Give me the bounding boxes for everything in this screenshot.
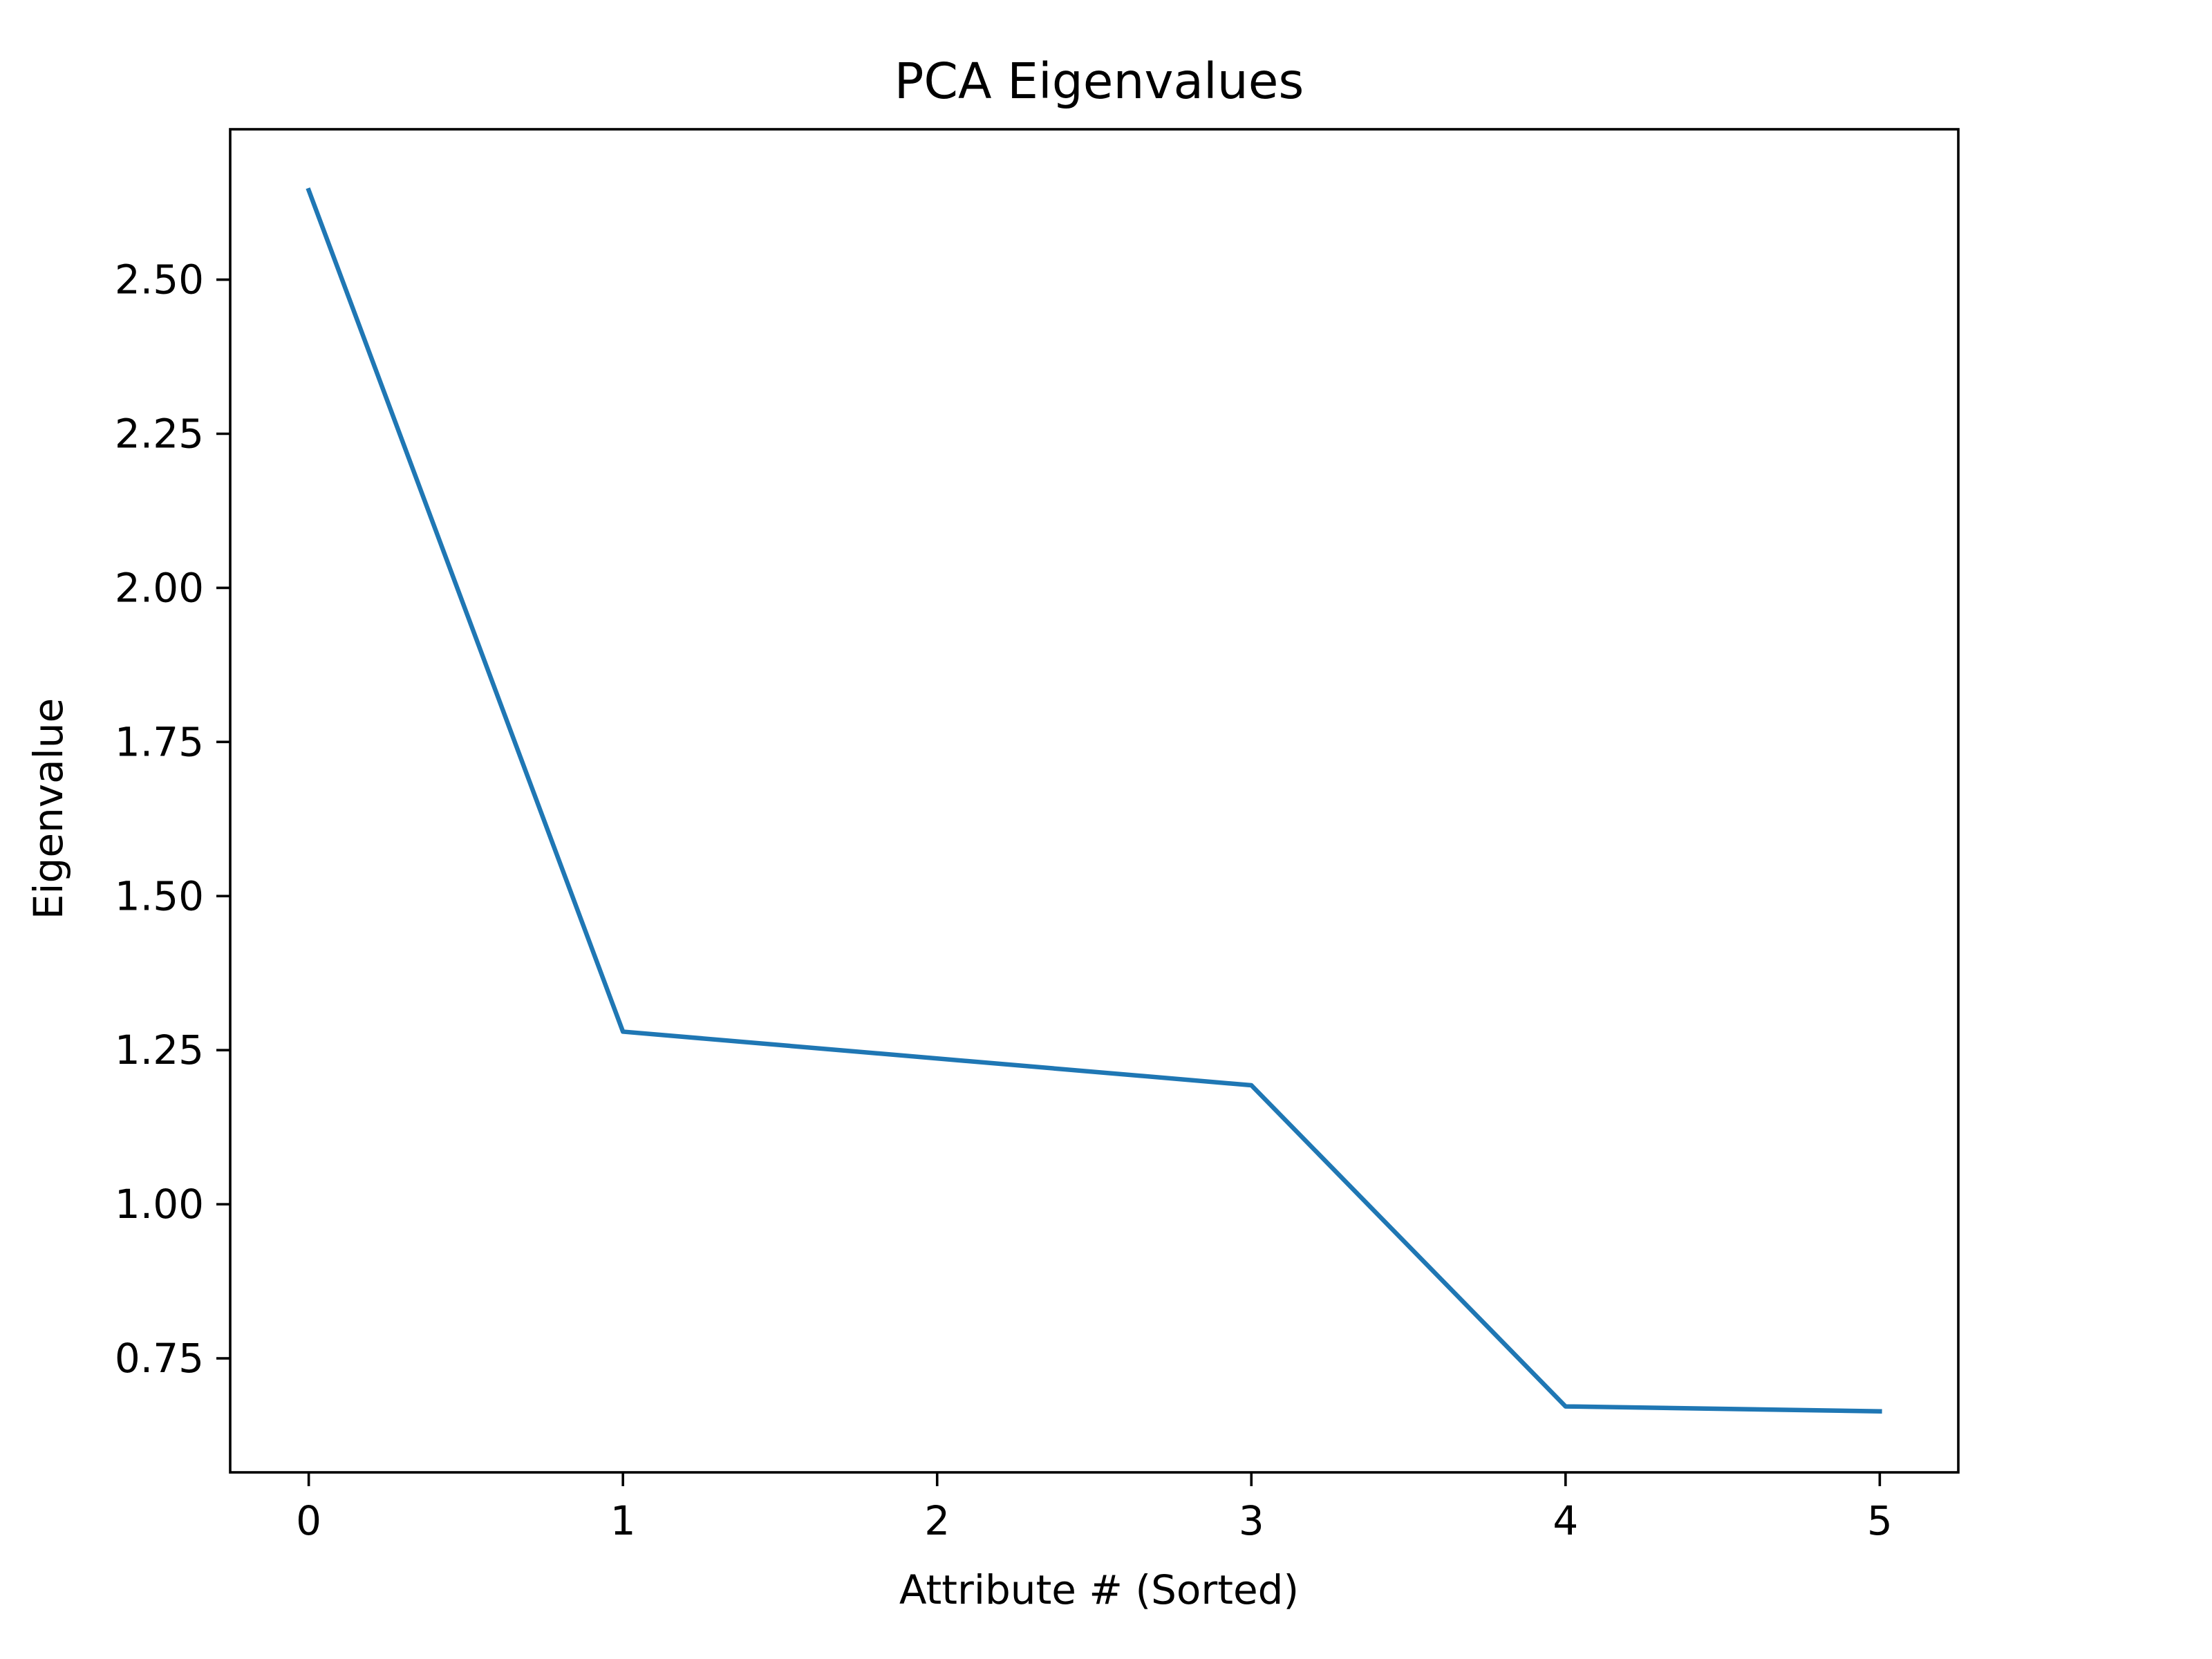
y-tick-label: 1.00: [115, 1181, 204, 1228]
y-tick-label: 0.75: [115, 1335, 204, 1382]
x-tick-label: 2: [924, 1497, 950, 1544]
chart-title: PCA Eigenvalues: [894, 53, 1304, 110]
x-tick-label: 1: [610, 1497, 636, 1544]
y-tick-label: 1.50: [115, 872, 204, 919]
y-tick-label: 2.00: [115, 564, 204, 611]
x-tick-label: 5: [1867, 1497, 1893, 1544]
x-tick-label: 3: [1239, 1497, 1264, 1544]
y-tick-label: 2.50: [115, 256, 204, 303]
plot-frame: [229, 128, 1960, 1474]
y-tick-label: 1.25: [115, 1027, 204, 1074]
x-tick-label: 0: [296, 1497, 321, 1544]
x-axis-label: Attribute # (Sorted): [899, 1566, 1299, 1613]
y-axis-label: Eigenvalue: [25, 698, 72, 919]
series-line-0: [306, 187, 1882, 1414]
x-axis: 0 1 2 3 4 5: [296, 1472, 1893, 1544]
y-axis: 0.75 1.00 1.25 1.50 1.75 2.00 2.25 2.50: [115, 256, 230, 1382]
y-tick-label: 2.25: [115, 410, 204, 457]
x-tick-label: 4: [1553, 1497, 1578, 1544]
y-tick-label: 1.75: [115, 718, 204, 765]
plot-area: [306, 187, 1882, 1414]
